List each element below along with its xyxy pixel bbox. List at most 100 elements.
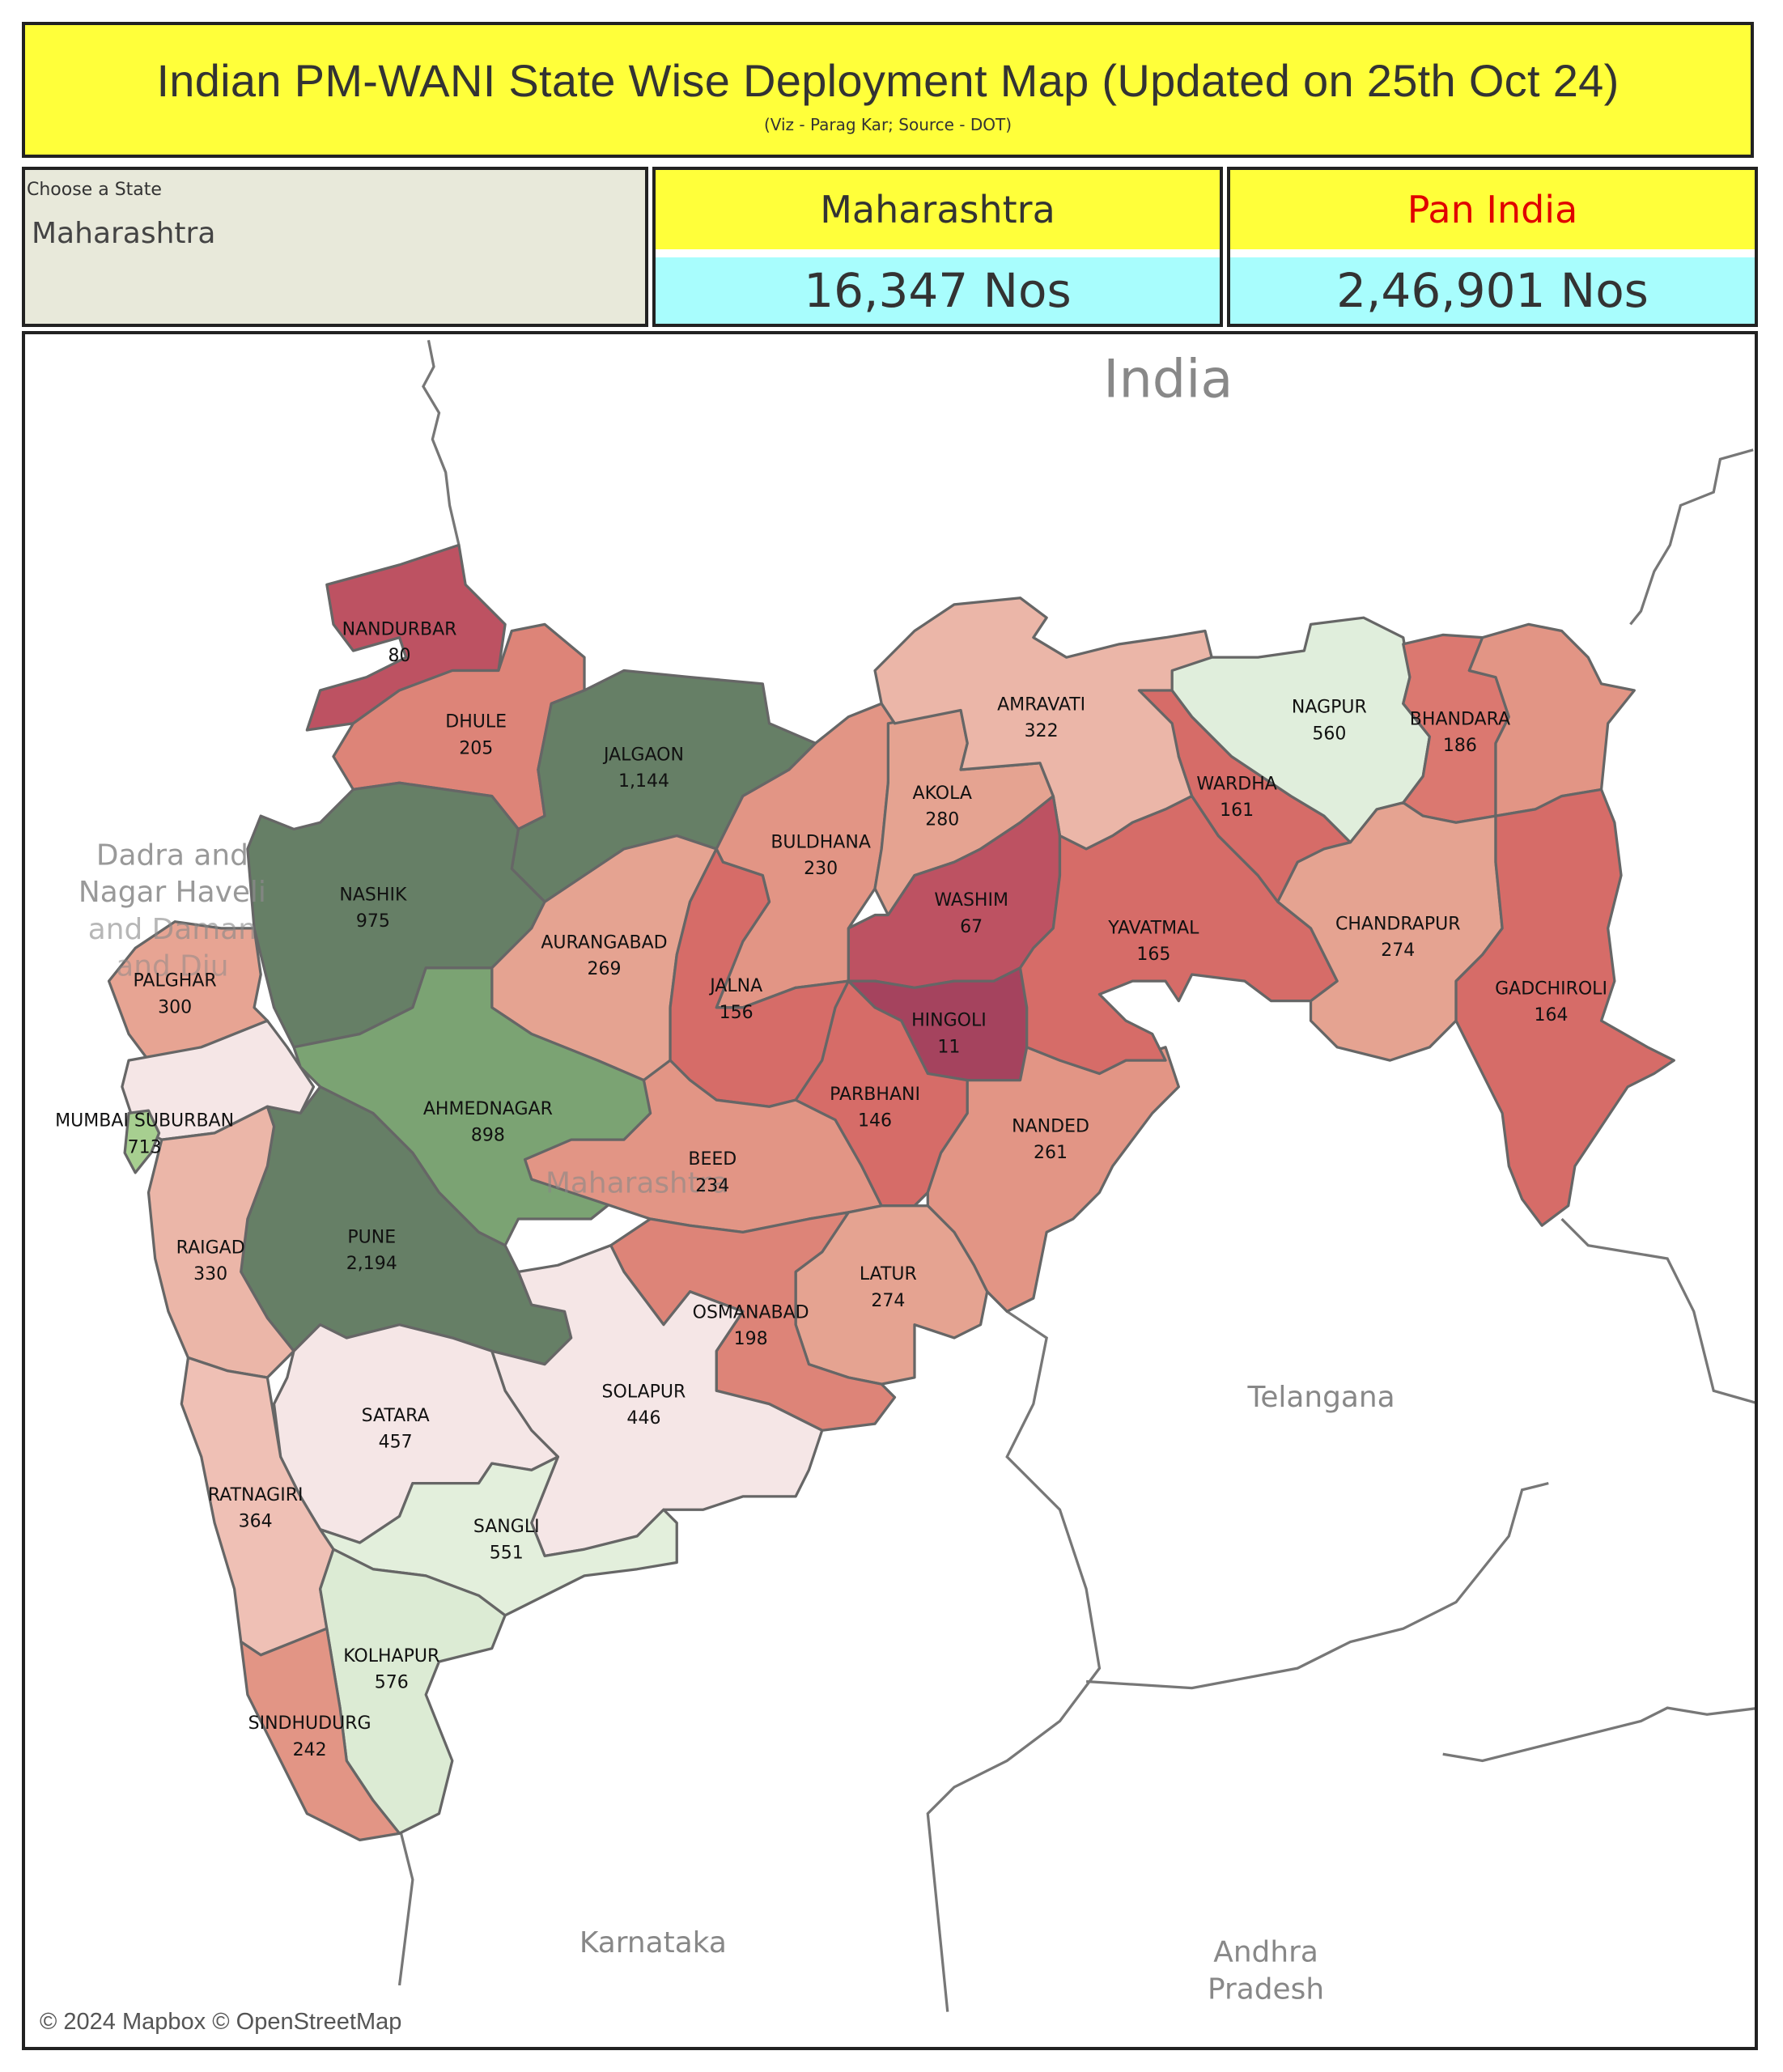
district-name: JALNA [708,976,762,996]
district-value: 274 [871,1291,905,1311]
district-name: RATNAGIRI [208,1485,304,1505]
district-name: RAIGAD [176,1238,245,1258]
district-value: 1,144 [618,771,669,792]
district-value: 975 [356,911,390,932]
district-value: 161 [1220,800,1254,821]
district-mumbai-suburban [123,1109,161,1174]
district-map[interactable]: India Dadra and Nagar Haveli and Daman a… [22,331,1758,2050]
kpi-state-value: 16,347 Nos [656,257,1220,324]
map-attribution[interactable]: © 2024 Mapbox © OpenStreetMap [33,2006,409,2039]
border-north [422,340,461,546]
label-maharashtra: Maharashtra [546,1166,729,1199]
district-value: 165 [1136,945,1170,965]
district-name: WASHIM [934,890,1008,911]
district-name: NASHIK [339,885,407,906]
state-filter-value[interactable]: Maharashtra [32,217,216,250]
district-name: AURANGABAD [541,932,667,953]
kpi-pan-india-total: Pan India 2,46,901 Nos [1227,167,1758,327]
label-andhra-1: Andhra [1213,1936,1318,1969]
district-value: 330 [193,1264,227,1284]
district-value: 205 [459,738,493,758]
border-south-2 [1442,1706,1755,1763]
label-india: India [1103,349,1233,410]
district-name: KOLHAPUR [343,1646,439,1667]
district-name: CHANDRAPUR [1335,914,1461,934]
district-gadchiroli [1454,788,1675,1227]
district-sindhudurg [240,1627,401,1842]
district-value: 11 [937,1037,960,1057]
district-raigad [146,1105,295,1379]
kpi-state-label: Maharashtra [656,170,1220,249]
district-value: 280 [925,810,959,830]
district-labels: NANDURBAR 80 DHULE 205 JALGAON 1,144 NAS… [55,619,1607,1760]
district-name: LATUR [860,1264,917,1284]
district-value: 576 [375,1673,409,1693]
state-filter-label: Choose a State [27,180,162,200]
border-telangana [1560,1217,1755,1404]
page-title: Indian PM-WANI State Wise Deployment Map… [156,55,1620,106]
map-canvas[interactable]: India Dadra and Nagar Haveli and Daman a… [22,331,1758,2050]
border-tg-ap [1086,1481,1549,1690]
border-south [397,1826,414,1986]
district-value: 234 [695,1176,729,1196]
label-andhra-2: Pradesh [1208,1972,1324,2006]
district-value: 230 [804,859,838,879]
label-dadra-2: Nagar Haveli [79,876,266,909]
district-value: 67 [960,917,983,937]
district-value: 146 [858,1111,892,1132]
district-name: NANDED [1012,1116,1089,1136]
district-name: MUMBAI SUBURBAN [55,1111,234,1132]
district-name: SINDHUDURG [248,1713,371,1734]
label-dadra-3: and Daman [88,913,257,946]
district-name: SATARA [362,1406,430,1426]
district-value: 269 [587,959,621,979]
district-value: 898 [471,1126,505,1146]
district-value: 186 [1443,736,1477,756]
district-name: NANDURBAR [342,619,457,639]
district-name: DHULE [445,712,507,732]
district-value: 80 [388,646,411,666]
district-value: 560 [1312,724,1346,744]
district-name: JALGAON [602,745,684,766]
district-name: OSMANABAD [693,1302,809,1323]
district-name: PUNE [347,1227,396,1247]
district-value: 713 [128,1137,162,1157]
border-ka-tg [926,1310,1102,2012]
district-value: 261 [1034,1143,1068,1163]
label-dadra-1: Dadra and [96,839,248,872]
label-dadra-4: and Diu [116,950,228,983]
district-name: PALGHAR [134,971,217,991]
district-value: 551 [490,1543,524,1564]
district-name: AHMEDNAGAR [423,1099,553,1119]
district-value: 242 [293,1740,327,1760]
district-value: 300 [158,997,192,1017]
district-value: 364 [239,1511,273,1531]
border-east [1629,448,1754,626]
district-value: 322 [1025,721,1059,741]
district-name: BHANDARA [1410,709,1510,729]
district-name: GADCHIROLI [1495,979,1607,999]
district-palghar [107,920,270,1062]
district-name: HINGOLI [911,1011,987,1031]
district-name: AMRAVATI [997,694,1085,715]
district-value: 446 [626,1408,660,1429]
page-subtitle: (Viz - Parag Kar; Source - DOT) [763,115,1012,134]
label-telangana: Telangana [1247,1381,1395,1414]
district-value: 164 [1535,1005,1569,1025]
district-name: NAGPUR [1292,698,1367,718]
state-filter[interactable]: Choose a State Maharashtra [22,167,648,327]
district-name: PARBHANI [830,1085,920,1105]
district-name: AKOLA [913,783,972,804]
district-name: BULDHANA [771,832,871,852]
title-banner: Indian PM-WANI State Wise Deployment Map… [22,22,1754,158]
district-value: 457 [379,1432,413,1452]
district-name: SANGLI [473,1517,540,1537]
district-name: BEED [688,1149,737,1170]
district-name: WARDHA [1196,774,1276,794]
kpi-state-total: Maharashtra 16,347 Nos [652,167,1223,327]
district-name: SOLAPUR [602,1382,686,1402]
label-karnataka: Karnataka [579,1926,727,1959]
district-value: 274 [1381,940,1415,961]
district-chandrapur [1276,801,1504,1062]
kpi-pan-india-label: Pan India [1230,170,1755,249]
